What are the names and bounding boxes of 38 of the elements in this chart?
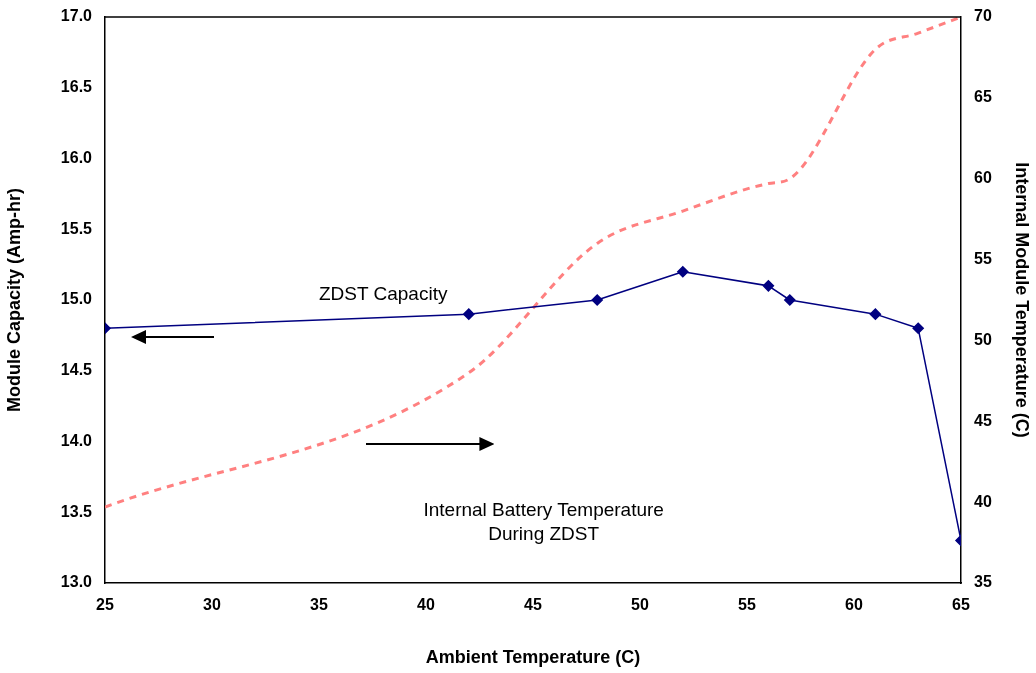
y-tick-label: 17.0 [60, 7, 93, 25]
point [591, 294, 603, 306]
annotation: ZDST Capacity [318, 281, 448, 306]
x-tick-label: 25 [96, 596, 114, 614]
y2-tick-label: 60 [974, 169, 992, 187]
point [784, 294, 796, 306]
y-tick-label: 13.5 [60, 502, 93, 520]
x-tick-label: 50 [631, 596, 649, 614]
y-tick-label: 14.5 [60, 361, 93, 379]
point [463, 308, 475, 320]
y2-tick-label: 55 [974, 249, 992, 267]
point [677, 265, 689, 278]
y2-axis-title: Internal Module Temperature (C) [1012, 162, 1033, 438]
x-tick-label: 60 [845, 596, 863, 614]
y2-tick-label: 70 [974, 7, 992, 25]
y-tick-label: 13.0 [60, 573, 93, 591]
x-tick-label: 40 [417, 596, 435, 614]
y2-tick-label: 65 [974, 88, 992, 106]
annotation: Internal Battery Temperature During ZDST [423, 498, 664, 547]
x-tick-label: 55 [738, 596, 756, 614]
x-tick-label: 35 [310, 596, 328, 614]
x-tick-label: 65 [952, 596, 970, 614]
y-tick-label: 16.0 [60, 148, 93, 166]
point [762, 280, 775, 292]
point [912, 322, 924, 335]
y-tick-label: 15.5 [60, 219, 93, 237]
y-tick-label: 14.0 [60, 431, 93, 449]
y-tick-label: 15.0 [60, 290, 93, 308]
y-tick-label: 16.5 [60, 78, 93, 96]
x-axis-title: Ambient Temperature (C) [425, 647, 641, 668]
point [869, 308, 882, 320]
y2-tick-label: 40 [974, 492, 992, 510]
y2-tick-label: 45 [974, 411, 992, 429]
x-tick-label: 30 [203, 596, 221, 614]
y-axis-title: Module Capacity (Amp-hr) [3, 187, 24, 413]
y2-tick-label: 50 [974, 330, 992, 348]
x-tick-label: 45 [524, 596, 542, 614]
y2-tick-label: 35 [974, 573, 992, 591]
